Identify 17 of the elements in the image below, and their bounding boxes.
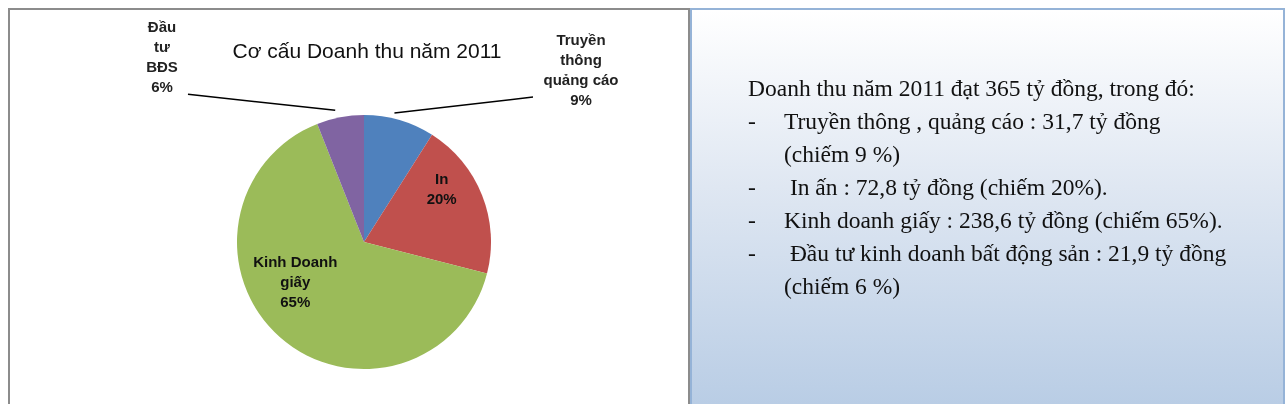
slice-label: In [434, 170, 449, 188]
slice-label: Truyền thông quảng cáo [543, 31, 619, 89]
text: - Đầu tư kinh doanh bất động sản : 21,9 tỷ đồng (chiếm 6 %) [748, 240, 1227, 299]
slice-label: Đầu tư BĐS [146, 18, 178, 76]
text: Cơ cấu Doanh thu năm 2011 [232, 39, 502, 62]
data-label: 9% [570, 91, 592, 109]
pie-slice [364, 134, 491, 274]
pie-slice [317, 115, 364, 242]
text: - Truyền thông , quảng cáo : 31,7 tỷ đồng (chiếm 9 %) [748, 107, 1162, 169]
text: - Kinh doanh giấy : 238,6 tỷ đồng (chiếm 65%). [748, 206, 1223, 235]
pie-slice [237, 123, 488, 369]
data-label: 6% [151, 78, 173, 96]
text: Doanh thu năm 2011 đạt 365 tỷ đồng, trong đó: [748, 74, 1196, 103]
slice-label: Kinh Doanh giấy [253, 253, 338, 291]
data-label: 65% [280, 293, 311, 311]
text: - In ấn : 72,8 tỷ đồng (chiếm 20%). [748, 174, 1108, 200]
data-label: 20% [426, 190, 457, 208]
